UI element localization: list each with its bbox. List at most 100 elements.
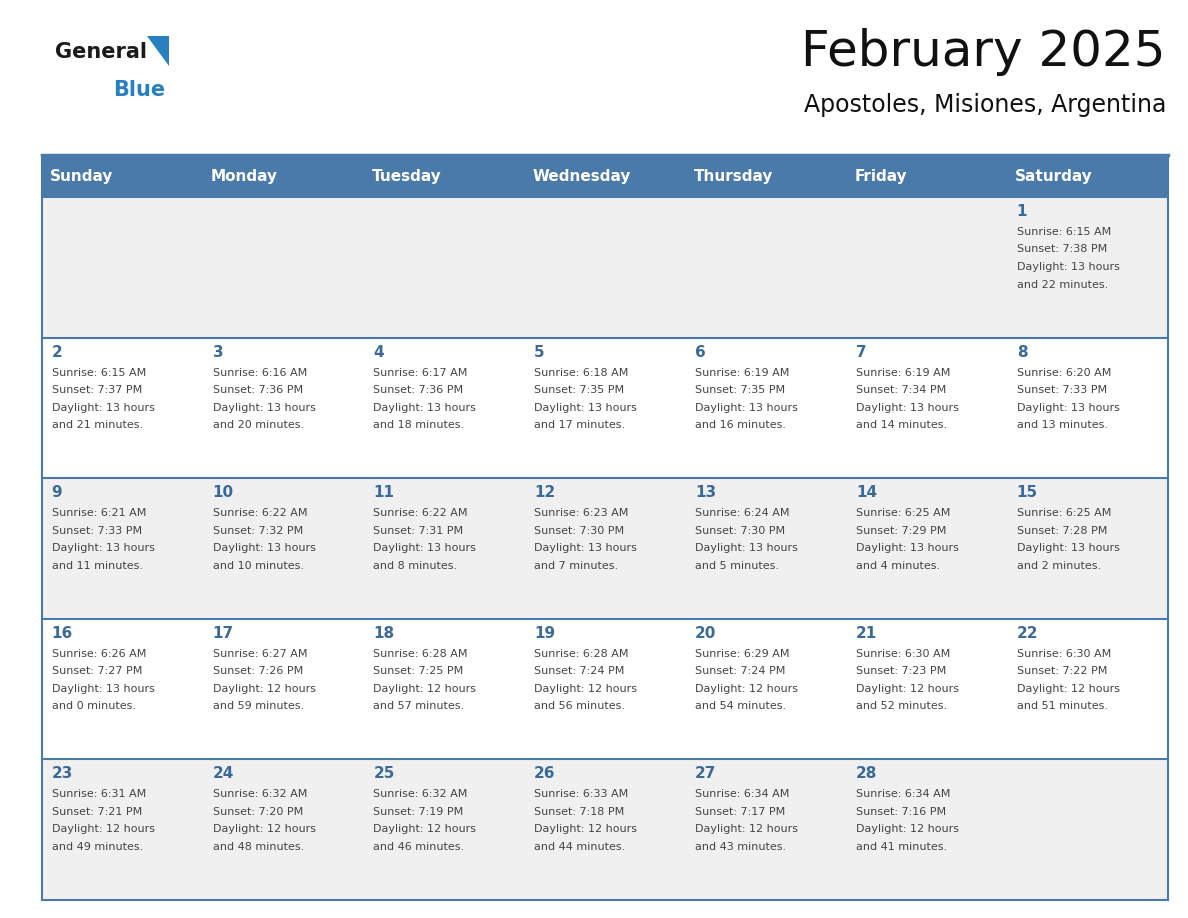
Text: and 2 minutes.: and 2 minutes. <box>1017 561 1101 571</box>
Text: General: General <box>55 42 147 62</box>
Text: 9: 9 <box>51 486 62 500</box>
Text: Sunrise: 6:31 AM: Sunrise: 6:31 AM <box>51 789 146 800</box>
Text: Sunrise: 6:15 AM: Sunrise: 6:15 AM <box>51 367 146 377</box>
Text: and 57 minutes.: and 57 minutes. <box>373 701 465 711</box>
Text: Sunset: 7:24 PM: Sunset: 7:24 PM <box>535 666 625 677</box>
Text: Sunrise: 6:32 AM: Sunrise: 6:32 AM <box>213 789 307 800</box>
Text: and 51 minutes.: and 51 minutes. <box>1017 701 1107 711</box>
Text: 6: 6 <box>695 344 706 360</box>
Text: Sunrise: 6:26 AM: Sunrise: 6:26 AM <box>51 649 146 659</box>
Text: Daylight: 13 hours: Daylight: 13 hours <box>855 403 959 412</box>
Text: Sunrise: 6:25 AM: Sunrise: 6:25 AM <box>855 509 950 518</box>
Text: and 17 minutes.: and 17 minutes. <box>535 420 625 431</box>
Text: Daylight: 12 hours: Daylight: 12 hours <box>695 824 798 834</box>
Text: Apostoles, Misiones, Argentina: Apostoles, Misiones, Argentina <box>803 93 1165 117</box>
Text: Sunrise: 6:34 AM: Sunrise: 6:34 AM <box>855 789 950 800</box>
Text: Friday: Friday <box>854 169 906 184</box>
Text: Daylight: 13 hours: Daylight: 13 hours <box>213 543 315 554</box>
Text: Sunset: 7:38 PM: Sunset: 7:38 PM <box>1017 244 1107 254</box>
Text: Sunrise: 6:21 AM: Sunrise: 6:21 AM <box>51 509 146 518</box>
Bar <box>42 155 1168 197</box>
Text: 12: 12 <box>535 486 556 500</box>
Text: Sunset: 7:20 PM: Sunset: 7:20 PM <box>213 807 303 817</box>
Text: and 14 minutes.: and 14 minutes. <box>855 420 947 431</box>
Text: Sunrise: 6:30 AM: Sunrise: 6:30 AM <box>855 649 950 659</box>
Text: 10: 10 <box>213 486 234 500</box>
Text: Sunset: 7:35 PM: Sunset: 7:35 PM <box>695 385 785 395</box>
Text: Sunrise: 6:22 AM: Sunrise: 6:22 AM <box>373 509 468 518</box>
Text: Sunday: Sunday <box>50 169 113 184</box>
Text: Daylight: 12 hours: Daylight: 12 hours <box>213 684 316 694</box>
Text: Daylight: 13 hours: Daylight: 13 hours <box>855 543 959 554</box>
Text: Sunset: 7:35 PM: Sunset: 7:35 PM <box>535 385 625 395</box>
Text: Sunset: 7:29 PM: Sunset: 7:29 PM <box>855 526 947 536</box>
Text: Sunset: 7:31 PM: Sunset: 7:31 PM <box>373 526 463 536</box>
Text: Sunset: 7:21 PM: Sunset: 7:21 PM <box>51 807 141 817</box>
Text: Daylight: 12 hours: Daylight: 12 hours <box>535 684 637 694</box>
Text: Sunrise: 6:28 AM: Sunrise: 6:28 AM <box>535 649 628 659</box>
Text: and 0 minutes.: and 0 minutes. <box>51 701 135 711</box>
Text: and 48 minutes.: and 48 minutes. <box>213 842 304 852</box>
Text: Sunrise: 6:15 AM: Sunrise: 6:15 AM <box>1017 227 1111 237</box>
Text: Saturday: Saturday <box>1016 169 1093 184</box>
Text: Sunset: 7:23 PM: Sunset: 7:23 PM <box>855 666 946 677</box>
Text: Sunrise: 6:20 AM: Sunrise: 6:20 AM <box>1017 367 1111 377</box>
Text: Sunset: 7:25 PM: Sunset: 7:25 PM <box>373 666 463 677</box>
Text: Daylight: 13 hours: Daylight: 13 hours <box>1017 262 1119 272</box>
Text: 23: 23 <box>51 767 72 781</box>
Text: Sunrise: 6:28 AM: Sunrise: 6:28 AM <box>373 649 468 659</box>
Text: Sunset: 7:32 PM: Sunset: 7:32 PM <box>213 526 303 536</box>
Text: and 43 minutes.: and 43 minutes. <box>695 842 786 852</box>
Text: Daylight: 13 hours: Daylight: 13 hours <box>373 403 476 412</box>
Text: 14: 14 <box>855 486 877 500</box>
Bar <box>42 197 1168 338</box>
Text: Daylight: 13 hours: Daylight: 13 hours <box>373 543 476 554</box>
Text: February 2025: February 2025 <box>802 28 1165 76</box>
Text: 7: 7 <box>855 344 866 360</box>
Text: Daylight: 13 hours: Daylight: 13 hours <box>1017 543 1119 554</box>
Text: and 5 minutes.: and 5 minutes. <box>695 561 779 571</box>
Text: Daylight: 12 hours: Daylight: 12 hours <box>213 824 316 834</box>
Text: Sunrise: 6:27 AM: Sunrise: 6:27 AM <box>213 649 307 659</box>
Text: Sunrise: 6:16 AM: Sunrise: 6:16 AM <box>213 367 307 377</box>
Text: Sunrise: 6:19 AM: Sunrise: 6:19 AM <box>695 367 790 377</box>
Text: Daylight: 12 hours: Daylight: 12 hours <box>373 824 476 834</box>
Text: and 10 minutes.: and 10 minutes. <box>213 561 303 571</box>
Text: Wednesday: Wednesday <box>532 169 631 184</box>
Text: Sunset: 7:17 PM: Sunset: 7:17 PM <box>695 807 785 817</box>
Text: Sunset: 7:26 PM: Sunset: 7:26 PM <box>213 666 303 677</box>
Text: Daylight: 13 hours: Daylight: 13 hours <box>535 543 637 554</box>
Text: Sunrise: 6:22 AM: Sunrise: 6:22 AM <box>213 509 307 518</box>
Text: Sunset: 7:36 PM: Sunset: 7:36 PM <box>373 385 463 395</box>
Text: Sunrise: 6:23 AM: Sunrise: 6:23 AM <box>535 509 628 518</box>
Text: 1: 1 <box>1017 204 1028 219</box>
Text: and 13 minutes.: and 13 minutes. <box>1017 420 1107 431</box>
Text: Sunset: 7:27 PM: Sunset: 7:27 PM <box>51 666 143 677</box>
Text: 2: 2 <box>51 344 63 360</box>
Text: and 44 minutes.: and 44 minutes. <box>535 842 625 852</box>
Text: 18: 18 <box>373 626 394 641</box>
Text: Sunrise: 6:24 AM: Sunrise: 6:24 AM <box>695 509 790 518</box>
Text: 8: 8 <box>1017 344 1028 360</box>
Text: 26: 26 <box>535 767 556 781</box>
Polygon shape <box>147 36 169 66</box>
Text: Sunset: 7:36 PM: Sunset: 7:36 PM <box>213 385 303 395</box>
Text: 28: 28 <box>855 767 877 781</box>
Text: Sunrise: 6:17 AM: Sunrise: 6:17 AM <box>373 367 468 377</box>
Bar <box>42 619 1168 759</box>
Bar <box>42 478 1168 619</box>
Text: Sunrise: 6:29 AM: Sunrise: 6:29 AM <box>695 649 790 659</box>
Text: 5: 5 <box>535 344 545 360</box>
Text: 16: 16 <box>51 626 72 641</box>
Text: Sunset: 7:30 PM: Sunset: 7:30 PM <box>535 526 625 536</box>
Text: 19: 19 <box>535 626 555 641</box>
Text: 25: 25 <box>373 767 394 781</box>
Text: and 52 minutes.: and 52 minutes. <box>855 701 947 711</box>
Text: Daylight: 12 hours: Daylight: 12 hours <box>51 824 154 834</box>
Text: Sunrise: 6:32 AM: Sunrise: 6:32 AM <box>373 789 468 800</box>
Text: Sunset: 7:33 PM: Sunset: 7:33 PM <box>51 526 141 536</box>
Text: and 59 minutes.: and 59 minutes. <box>213 701 304 711</box>
Text: Sunrise: 6:19 AM: Sunrise: 6:19 AM <box>855 367 950 377</box>
Text: 15: 15 <box>1017 486 1038 500</box>
Text: and 46 minutes.: and 46 minutes. <box>373 842 465 852</box>
